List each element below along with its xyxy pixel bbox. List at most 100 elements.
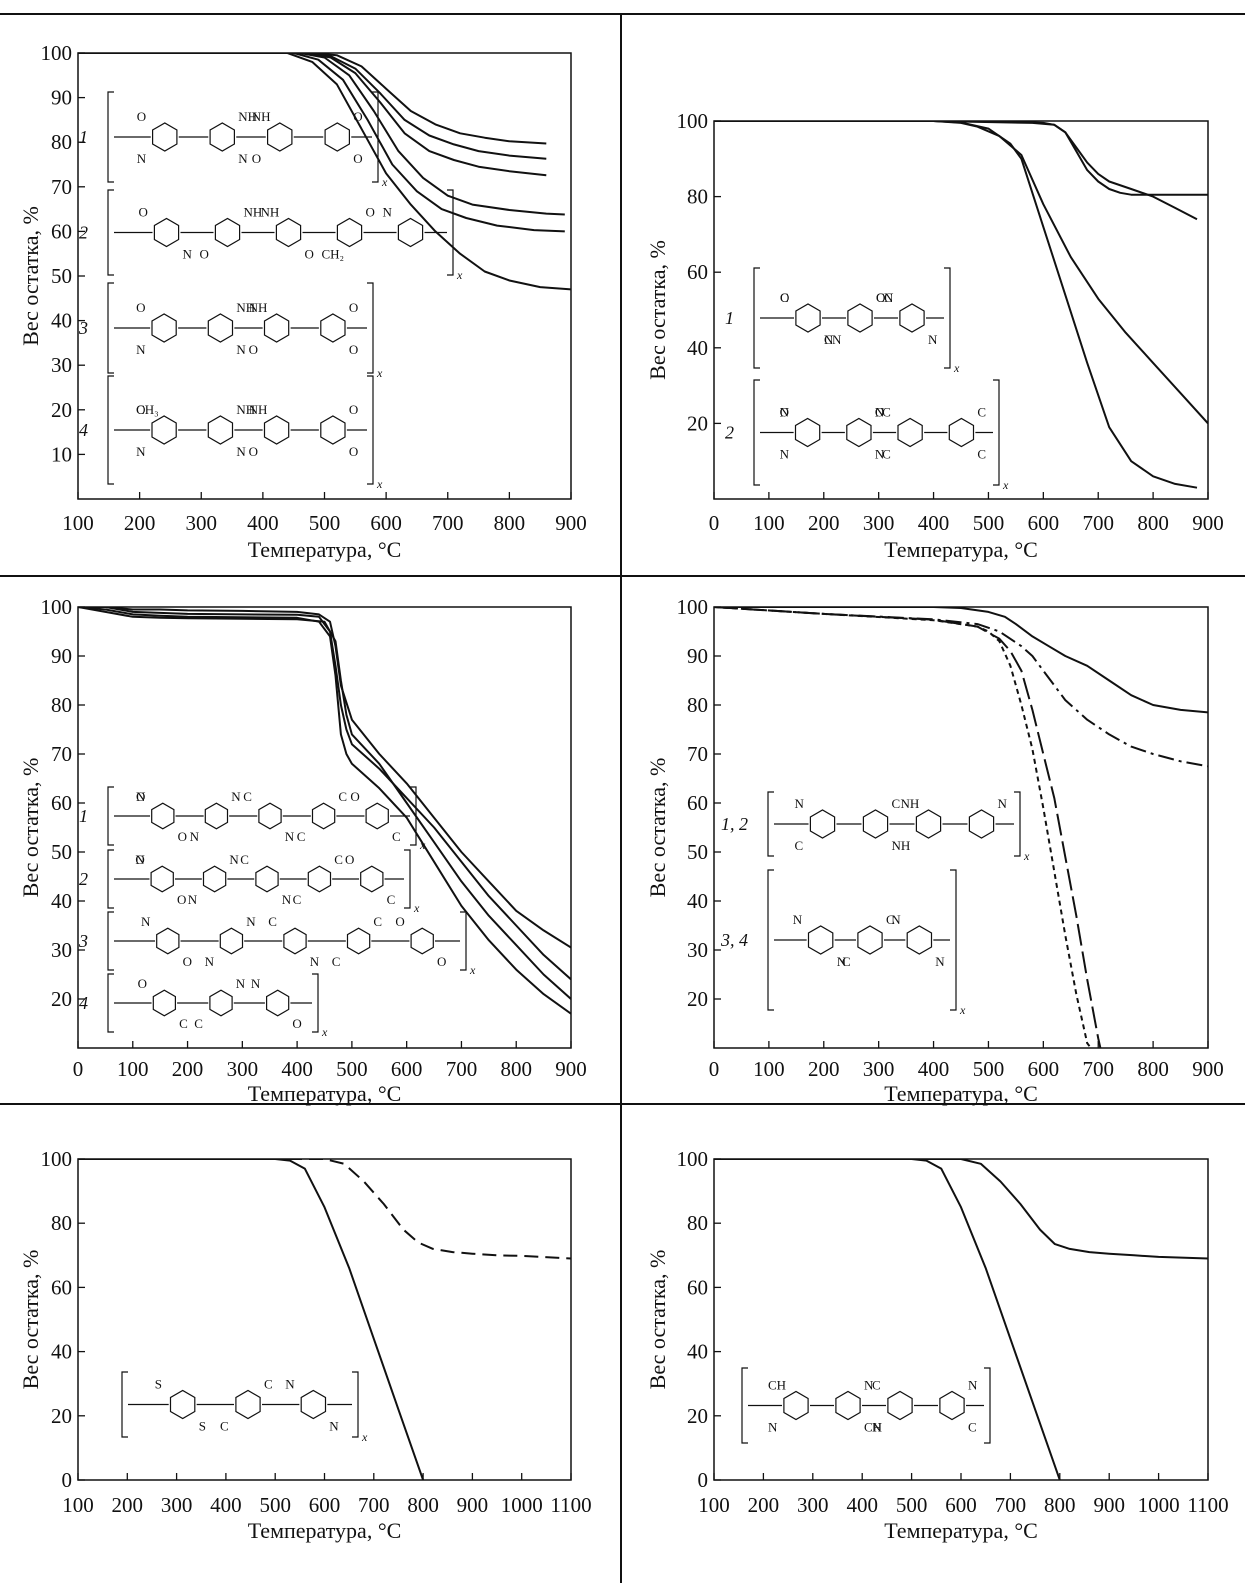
y-tick-label: 100 (41, 595, 73, 619)
repeat-subscript: x (959, 1003, 966, 1017)
y-tick-label: 80 (51, 693, 72, 717)
atom-label: O (437, 954, 446, 969)
x-tick-label: 900 (555, 511, 587, 535)
y-axis-title: Вес остатка, % (18, 758, 43, 898)
atom-label: N (229, 852, 239, 867)
y-tick-label: 40 (687, 889, 708, 913)
series-line-4 (78, 53, 565, 216)
structure-formula: N N C C OO N N C O3x (78, 911, 476, 977)
repeat-subscript: x (376, 477, 383, 491)
atom-label: C (338, 789, 347, 804)
y-tick-label: 80 (51, 130, 72, 154)
atom-label: N (137, 151, 147, 166)
structure-number: 1, 2 (721, 814, 748, 834)
x-tick-label: 300 (863, 511, 895, 535)
atom-label: N (998, 796, 1008, 811)
atom-label: N (246, 914, 256, 929)
x-tick-label: 600 (309, 1493, 341, 1517)
y-tick-label: 20 (51, 398, 72, 422)
x-tick-label: 300 (227, 1057, 259, 1081)
y-tick-label: 100 (677, 109, 709, 133)
y-tick-label: 100 (41, 1147, 73, 1171)
atom-label: N (824, 332, 834, 347)
x-tick-label: 0 (709, 1057, 720, 1081)
series-line-1 (78, 53, 547, 145)
series-line-2 (714, 121, 1198, 221)
y-axis-title: Вес остатка, % (645, 758, 670, 898)
series-line-3 (714, 607, 1102, 1048)
series-line-4 (714, 121, 1198, 489)
x-tick-label: 1000 (1138, 1493, 1180, 1517)
y-tick-label: 80 (687, 693, 708, 717)
atom-label: O (177, 892, 186, 907)
series-line-3 (78, 607, 571, 1000)
atom-label: NH (249, 300, 268, 315)
atom-label: N (282, 892, 292, 907)
atom-label: N (236, 444, 246, 459)
atom-label: O (349, 300, 358, 315)
structure-number: 3, 4 (720, 930, 748, 950)
atom-label: C (780, 290, 789, 305)
atom-label: N (329, 1419, 339, 1434)
x-tick-label: 100 (753, 511, 785, 535)
y-tick-label: 70 (51, 175, 72, 199)
x-tick-label: 500 (336, 1057, 368, 1081)
x-tick-label: 600 (370, 511, 402, 535)
plot-frame (77, 606, 572, 1049)
x-tick-label: 800 (1137, 511, 1169, 535)
structure-number: 1 (79, 806, 88, 826)
series-line-5 (78, 53, 565, 233)
y-tick-label: 40 (51, 309, 72, 333)
atom-label: N (864, 1378, 874, 1393)
atom-label: S (199, 1419, 206, 1434)
x-tick-label: 800 (500, 1057, 532, 1081)
y-tick-label: 0 (698, 1468, 709, 1492)
x-tick-label: 400 (210, 1493, 242, 1517)
repeat-subscript: x (953, 361, 960, 375)
atom-label: N (183, 247, 193, 262)
panel-grid (0, 13, 1245, 1583)
atom-label: O (366, 205, 375, 220)
series-line-2 (78, 607, 571, 981)
structure-formula: CH NC NN CHN C (741, 1367, 991, 1444)
series-line-3 (714, 121, 1208, 425)
x-tick-label: 900 (1192, 1057, 1224, 1081)
atom-label: N (285, 829, 295, 844)
repeat-subscript: x (376, 366, 383, 380)
structure-formula: N C NH NC NH1, 2x (721, 791, 1030, 863)
structure-number: 2 (725, 423, 734, 443)
atom-label: C (882, 405, 891, 420)
atom-label: O (200, 247, 209, 262)
atom-label: C (373, 914, 382, 929)
x-tick-label: 200 (172, 1057, 204, 1081)
atom-label: NH (249, 402, 268, 417)
x-tick-label: 1100 (1187, 1493, 1228, 1517)
atom-label: NH (244, 205, 263, 220)
chart-4: 0 100 200 300 400 500 600 700 800 900 20 30 40 50 60 70… (645, 595, 1224, 1106)
atom-label: C (240, 852, 249, 867)
atom-label: C (968, 1420, 977, 1435)
series-line-3 (78, 53, 547, 177)
atom-label: C (297, 829, 306, 844)
atom-label: N (884, 290, 894, 305)
x-tick-label: 200 (124, 511, 156, 535)
atom-label: O (252, 151, 261, 166)
x-tick-label: 100 (62, 511, 94, 535)
atom-label: N (872, 1420, 882, 1435)
repeat-subscript: x (456, 268, 463, 282)
atom-label: O (875, 405, 884, 420)
repeat-subscript: x (381, 175, 388, 189)
atom-label: NH (892, 838, 911, 853)
x-tick-label: 1100 (550, 1493, 591, 1517)
x-tick-label: 900 (555, 1057, 587, 1081)
atom-label: N (136, 789, 146, 804)
repeat-subscript: x (469, 963, 476, 977)
atom-label: C (977, 447, 986, 462)
y-axis-title: Вес остатка, % (645, 240, 670, 380)
x-tick-label: 600 (391, 1057, 423, 1081)
y-tick-label: 50 (687, 840, 708, 864)
x-tick-label: 0 (709, 511, 720, 535)
